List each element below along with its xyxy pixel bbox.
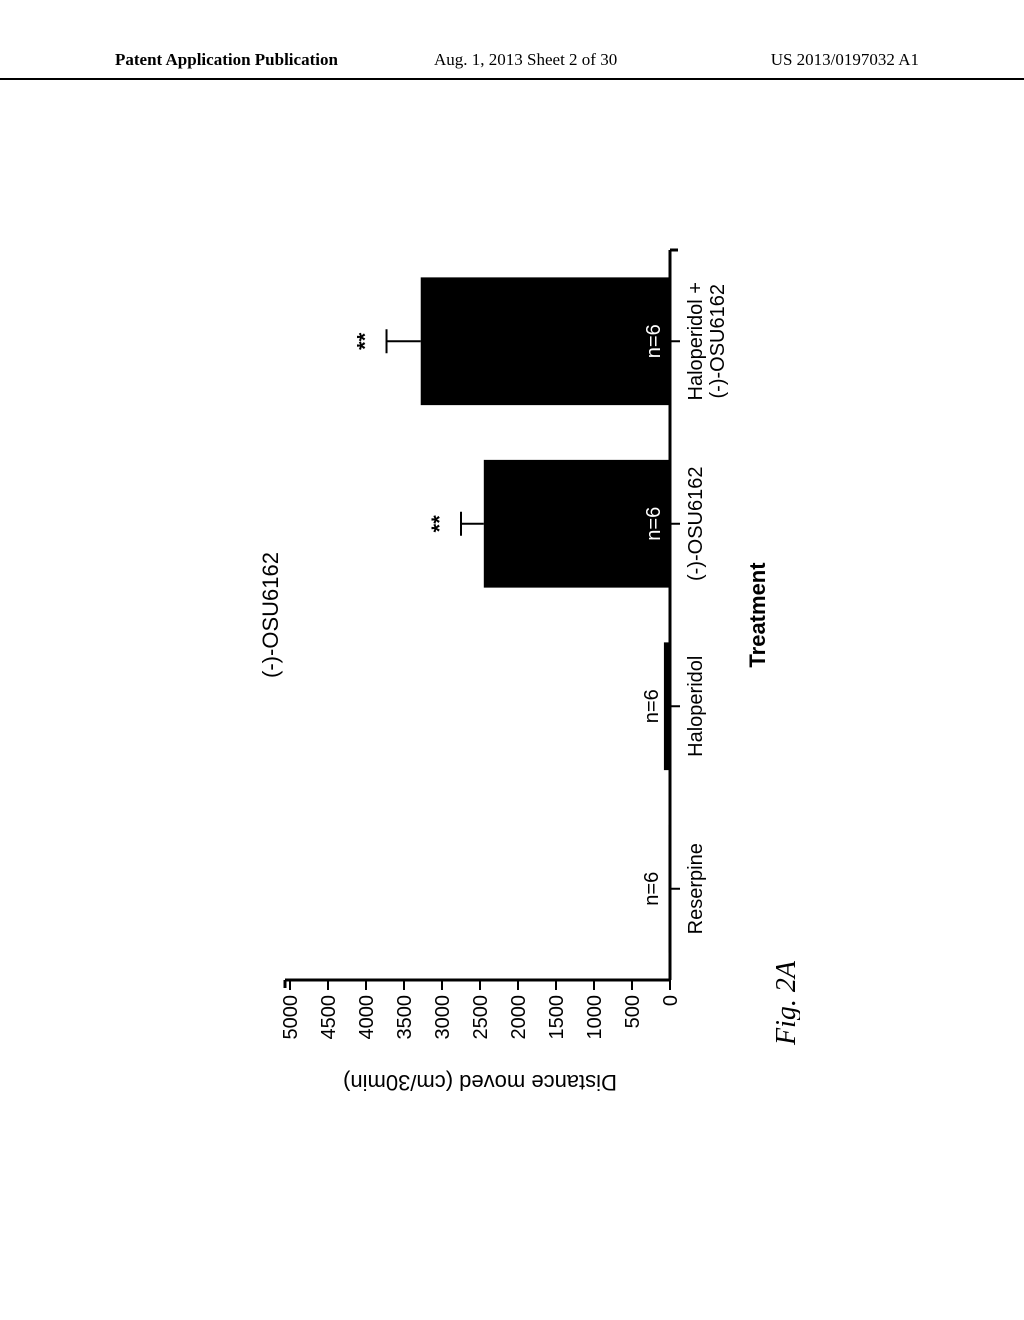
svg-text:1500: 1500 [546,995,568,1040]
figure-container: 0 500 1000 1500 2000 2500 3000 3500 4000 4500 5000… [240,230,800,1110]
header-right: US 2013/0197032 A1 [771,50,919,70]
svg-text:2500: 2500 [470,995,492,1040]
svg-text:3000: 3000 [432,995,454,1040]
bar-chart-svg: 0 500 1000 1500 2000 2500 3000 3500 4000 4500 5000… [240,230,800,1110]
svg-text:Reserpine: Reserpine [685,843,707,934]
svg-text:5000: 5000 [280,995,302,1040]
svg-text:Haloperidol: Haloperidol [685,656,707,757]
svg-text:3500: 3500 [394,995,416,1040]
header-center: Aug. 1, 2013 Sheet 2 of 30 [434,50,617,70]
svg-text:n=6: n=6 [643,324,665,358]
chart-area-rotated: 0500100015002000250030003500400045005000… [80,390,960,950]
svg-text:(-)-OSU6162: (-)-OSU6162 [707,284,729,398]
svg-text:1000: 1000 [584,995,606,1040]
svg-text:Haloperidol +: Haloperidol + [685,282,707,400]
svg-text:**: ** [427,515,452,533]
svg-text:Fig. 2A: Fig. 2A [771,960,800,1046]
svg-text:Distance moved (cm/30min): Distance moved (cm/30min) [343,1070,617,1095]
svg-text:(-)-OSU6162: (-)-OSU6162 [685,467,707,581]
svg-text:4500: 4500 [318,995,340,1040]
svg-text:**: ** [353,332,378,350]
svg-text:(-)-OSU6162: (-)-OSU6162 [258,552,283,678]
svg-text:4000: 4000 [356,995,378,1040]
svg-text:Treatment: Treatment [745,562,770,668]
header-left: Patent Application Publication [115,50,338,70]
svg-text:2000: 2000 [508,995,530,1040]
svg-text:500: 500 [622,995,644,1028]
svg-text:n=6: n=6 [643,507,665,541]
svg-text:n=6: n=6 [641,872,663,906]
svg-text:n=6: n=6 [641,689,663,723]
svg-text:0: 0 [660,995,682,1006]
page-header: Patent Application Publication Aug. 1, 2… [0,50,1024,80]
